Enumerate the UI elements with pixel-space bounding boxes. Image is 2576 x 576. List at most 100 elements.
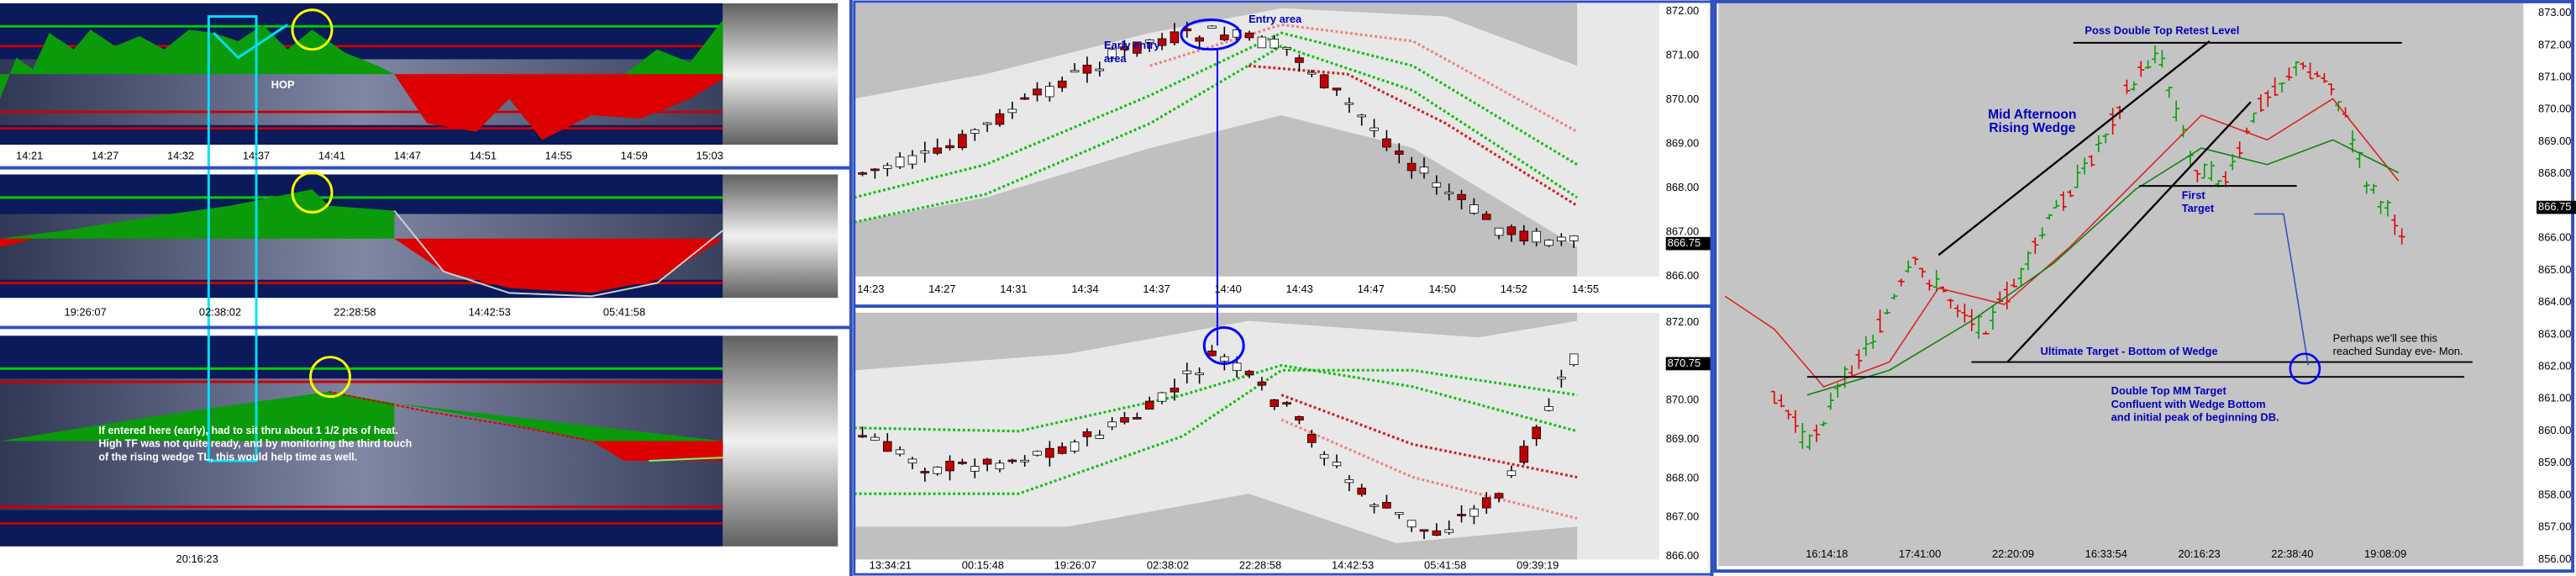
candle-body (1307, 71, 1317, 75)
candle-body (1120, 46, 1129, 50)
candle-body (1033, 88, 1042, 96)
candle-body (1107, 49, 1117, 59)
candle-body (1481, 214, 1491, 220)
candle-body (1133, 417, 1142, 420)
candle-body (1195, 37, 1204, 42)
x-tick-label: 14:43 (1286, 283, 1313, 295)
y-tick-label: 859.00 (2538, 456, 2571, 468)
candle-body (958, 134, 967, 149)
x-tick-label: 14:23 (857, 283, 884, 295)
x-tick-label: 14:37 (243, 149, 270, 161)
candle-body (1344, 478, 1354, 484)
y-tick-label: 872.00 (2538, 38, 2571, 50)
y-tick-label: 869.00 (1666, 432, 1699, 445)
x-tick-label: 14:41 (318, 149, 345, 161)
y-tick-label: 869.00 (2538, 135, 2571, 147)
candle-body (1319, 454, 1329, 459)
candle-body (1282, 402, 1291, 405)
candle-body (958, 462, 967, 464)
candle-body (1419, 166, 1429, 174)
candle-body (1295, 416, 1304, 421)
candle-body (1270, 39, 1280, 49)
annotation: Entry area (1249, 13, 1302, 25)
candle-body (1007, 459, 1017, 462)
y-tick-label: 860.00 (2538, 424, 2571, 436)
x-tick-label: 02:38:02 (199, 305, 241, 318)
candle-body (1432, 530, 1442, 536)
annotation: First (2182, 188, 2206, 201)
candle-body (1220, 356, 1229, 362)
annotation: Perhaps we'll see this (2333, 332, 2437, 345)
candle-body (1144, 40, 1154, 43)
x-tick-label: 22:20:09 (1992, 547, 2034, 560)
candle-body (1332, 462, 1342, 467)
x-tick-label: 22:28:58 (334, 305, 376, 318)
candle-body (1469, 204, 1479, 214)
y-tick-label: 865.00 (2538, 263, 2571, 276)
candle-body (1220, 34, 1229, 40)
x-tick-label: 14:50 (1429, 283, 1456, 295)
x-tick-label: 09:39:19 (1517, 559, 1559, 572)
candle-body (870, 436, 880, 441)
y-tick-label: 870.00 (2538, 103, 2571, 115)
x-tick-label: 14:59 (621, 149, 648, 161)
x-tick-label: 14:47 (1358, 283, 1385, 295)
candle-body (982, 122, 992, 125)
x-tick-label: 20:16:23 (176, 552, 218, 565)
candle-body (1045, 86, 1054, 98)
candle-body (945, 145, 954, 149)
annotation: Early entry (1104, 39, 1161, 51)
x-tick-label: 14:37 (1143, 283, 1170, 295)
candle-body (882, 165, 892, 169)
candle-body (895, 449, 905, 455)
candle-body (858, 435, 867, 438)
candle-body (1095, 435, 1105, 439)
candle-body (1494, 493, 1504, 499)
y-tick-label: 872.00 (1666, 4, 1699, 17)
candle-body (1544, 240, 1553, 246)
candle-body (1532, 230, 1541, 243)
candle-body (1557, 236, 1566, 242)
candle-body (1444, 192, 1454, 194)
y-tick-label: 867.00 (1666, 510, 1699, 523)
candle-body (1270, 399, 1280, 407)
candle-body (1070, 441, 1080, 452)
y-tick-label: 866.00 (1666, 269, 1699, 282)
candle-body (1144, 400, 1154, 410)
y-tick-label: 863.00 (2538, 327, 2571, 340)
candle-body (1020, 459, 1029, 462)
price-tag (1665, 357, 1711, 371)
candle-body (1157, 392, 1167, 402)
candle-body (1107, 421, 1117, 428)
y-tick-label: 868.00 (1666, 181, 1699, 193)
candle-body (1532, 426, 1541, 440)
price-tag-label: 870.75 (1668, 357, 1701, 369)
y-tick-label: 861.00 (2538, 392, 2571, 404)
annotation: Ultimate Target - Bottom of Wedge (2041, 345, 2218, 357)
x-tick-label: 00:15:48 (962, 559, 1004, 572)
x-tick-label: 19:08:09 (2364, 547, 2406, 560)
y-tick-label: 866.00 (1666, 549, 1699, 562)
x-tick-label: 14:42:53 (1332, 559, 1374, 572)
x-tick-label: 05:41:58 (603, 305, 645, 318)
candle-body (1432, 182, 1442, 188)
x-tick-label: 02:38:02 (1147, 559, 1189, 572)
candle-body (1519, 446, 1529, 463)
y-tick-label: 858.00 (2538, 488, 2571, 500)
candle-body (1057, 446, 1067, 454)
y-tick-label: 871.00 (2538, 71, 2571, 83)
candle-body (982, 458, 992, 465)
x-tick-label: 17:41:00 (1899, 547, 1941, 560)
candle-body (1494, 227, 1504, 236)
y-tick-label: 873.00 (2538, 6, 2571, 18)
candle-body (1307, 434, 1317, 443)
x-tick-label: 19:26:07 (65, 305, 107, 318)
candle-body (1045, 447, 1054, 458)
x-tick-label: 14:27 (928, 283, 955, 295)
candle-body (970, 129, 980, 134)
candle-body (920, 151, 930, 154)
candle-body (1406, 162, 1417, 172)
candle-body (1057, 80, 1067, 88)
price-tag-label: 866.75 (1668, 236, 1701, 249)
